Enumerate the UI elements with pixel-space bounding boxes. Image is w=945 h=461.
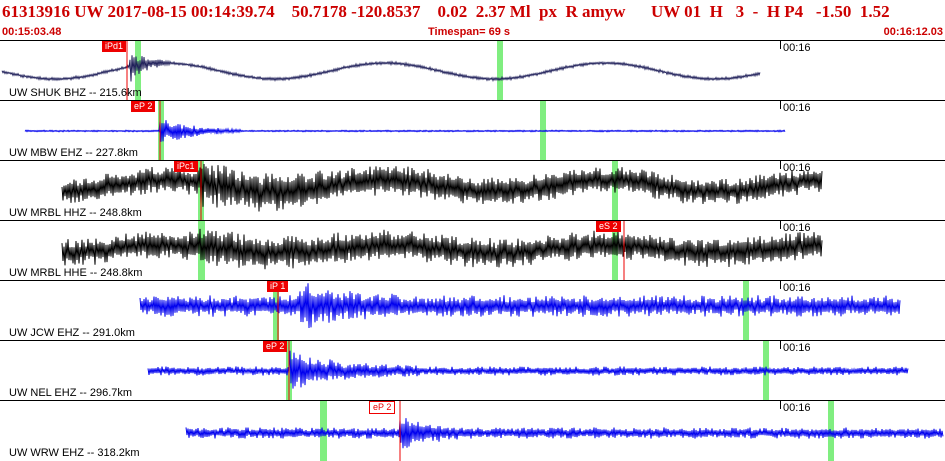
waveform-line — [61, 163, 823, 212]
time-tick-mark — [780, 341, 781, 349]
station-label: UW NEL EHZ -- 296.7km — [9, 387, 133, 399]
waveform-line — [61, 228, 823, 270]
station-label: UW MRBL HHE -- 248.8km — [9, 267, 143, 279]
timespan: Timespan= 69 s — [428, 26, 511, 38]
time-tick-label: 00:16 — [783, 342, 811, 354]
waveform-line — [139, 283, 901, 329]
waveform-svg — [1, 41, 761, 101]
time-tick-label: 00:16 — [783, 102, 811, 114]
arrival-window — [743, 281, 749, 341]
station-label: UW WRW EHZ -- 318.2km — [9, 447, 140, 459]
phase-pick[interactable]: iP 1 — [267, 281, 289, 292]
time-tick-mark — [780, 41, 781, 49]
time-tick-label: 00:16 — [783, 282, 811, 294]
phase-pick[interactable]: eP 2 — [131, 101, 156, 112]
time-tick-label: 00:16 — [783, 402, 811, 414]
waveform-svg — [61, 161, 823, 221]
time-tick-label: 00:16 — [783, 42, 811, 54]
time-tick-mark — [780, 161, 781, 169]
time-tick-label: 00:16 — [783, 222, 811, 234]
time-tick-mark — [780, 281, 781, 289]
station-label: UW JCW EHZ -- 291.0km — [9, 327, 135, 339]
waveform-svg — [61, 221, 823, 281]
phase-pick[interactable]: eP 2 — [369, 401, 396, 414]
trace-mrbl-hhz[interactable]: 00:16 iPc1 UW MRBL HHZ -- 248.8km — [0, 160, 945, 221]
time-tick-mark — [780, 101, 781, 109]
trace-shuk-bhz[interactable]: 00:16 iPd1 UW SHUK BHZ -- 215.6km — [0, 40, 945, 101]
arrival-window — [135, 41, 141, 101]
event-header: 61313916 UW 2017-08-15 00:14:39.74 50.71… — [0, 0, 945, 40]
phase-pick[interactable]: eS 2 — [596, 221, 621, 232]
trace-nel-ehz[interactable]: 00:16 eP 2 UW NEL EHZ -- 296.7km — [0, 340, 945, 401]
time-tick-mark — [780, 401, 781, 409]
trace-jcw-ehz[interactable]: 00:16 iP 1 UW JCW EHZ -- 291.0km — [0, 280, 945, 341]
phase-pick[interactable]: iPd1 — [102, 41, 127, 52]
arrival-window — [273, 281, 279, 341]
time-tick-label: 00:16 — [783, 162, 811, 174]
waveform-svg — [185, 401, 944, 461]
arrival-window — [828, 401, 834, 461]
trace-panel[interactable]: 00:16 iPd1 UW SHUK BHZ -- 215.6km 00:16 … — [0, 40, 945, 461]
arrival-window — [497, 41, 503, 101]
waveform-line — [24, 120, 786, 142]
arrival-window — [158, 101, 164, 161]
end-time: 00:16:12.03 — [883, 26, 943, 38]
trace-wrw-ehz[interactable]: 00:16 eP 2 UW WRW EHZ -- 318.2km — [0, 400, 945, 461]
waveform-svg — [24, 101, 786, 161]
station-label: UW MBW EHZ -- 227.8km — [9, 147, 138, 159]
station-label: UW SHUK BHZ -- 215.6km — [9, 87, 142, 99]
event-title: 61313916 UW 2017-08-15 00:14:39.74 50.71… — [2, 2, 890, 21]
phase-pick[interactable]: iPc1 — [174, 161, 198, 172]
station-label: UW MRBL HHZ -- 248.8km — [9, 207, 142, 219]
waveform-line — [185, 418, 944, 449]
trace-mrbl-hhe[interactable]: 00:16 eS 2 UW MRBL HHE -- 248.8km — [0, 220, 945, 281]
waveform-svg — [147, 341, 909, 401]
waveform-line — [1, 55, 761, 82]
waveform-line — [147, 350, 909, 389]
time-tick-mark — [780, 221, 781, 229]
phase-pick[interactable]: eP 2 — [263, 341, 288, 352]
start-time: 00:15:03.48 — [2, 26, 62, 38]
trace-mbw-ehz[interactable]: 00:16 eP 2 UW MBW EHZ -- 227.8km — [0, 100, 945, 161]
